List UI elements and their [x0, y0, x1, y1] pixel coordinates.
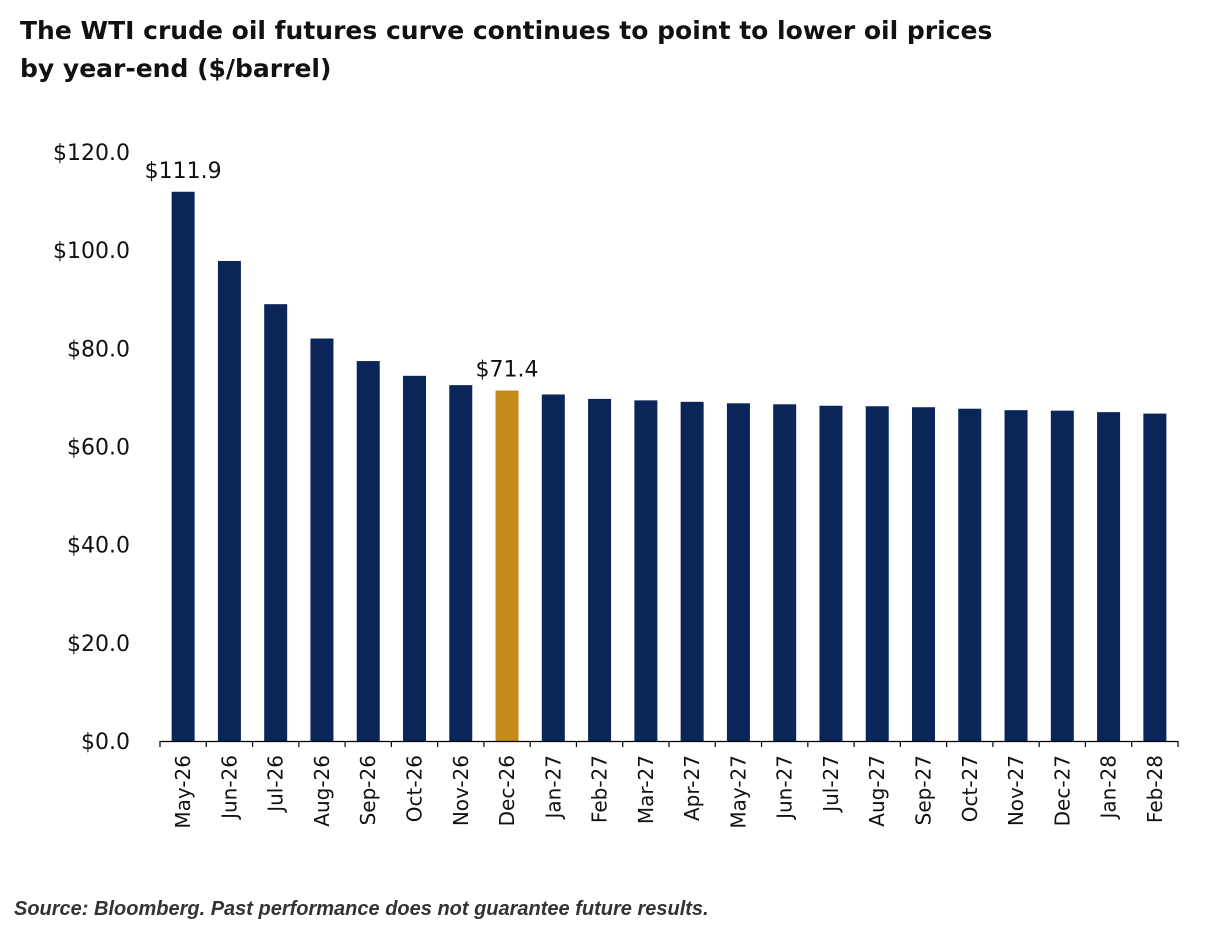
x-tick-label: Jan-28 [1097, 755, 1121, 821]
x-tick-label: Mar-27 [634, 755, 658, 824]
x-tick-label: Oct-26 [403, 755, 427, 822]
bar-may-26 [171, 191, 195, 741]
bar-aug-27 [865, 406, 889, 741]
bar-aug-26 [310, 338, 334, 741]
x-tick-label: Nov-26 [449, 755, 473, 826]
x-tick-label: Dec-27 [1050, 755, 1074, 826]
data-label: $71.4 [476, 358, 539, 383]
x-tick-label: Jun-26 [217, 755, 241, 821]
bar-dec-26 [495, 390, 519, 741]
bar-jun-27 [773, 404, 797, 741]
labels-group: $0.0 $20.0 $40.0 $60.0 $80.0 $100.0 $120.0 May-… [53, 141, 1167, 829]
x-tick-label: May-26 [171, 755, 195, 829]
y-tick-label: $80.0 [67, 337, 130, 362]
chart-title: The WTI crude oil futures curve continue… [20, 16, 993, 83]
x-tick-label: Jul-27 [819, 755, 843, 814]
bar-mar-27 [634, 400, 658, 741]
bar-feb-27 [588, 398, 612, 741]
y-tick-label: $0.0 [81, 730, 130, 755]
data-label: $111.9 [145, 159, 222, 184]
x-tick-label: Jan-27 [541, 755, 565, 821]
source-note: Source: Bloomberg. Past performance does… [14, 898, 709, 920]
x-tick-label: Sep-26 [356, 755, 380, 825]
x-tick-label: Sep-27 [912, 755, 936, 825]
bar-jul-26 [264, 304, 288, 741]
bar-nov-27 [1004, 410, 1028, 741]
x-tick-label: Nov-27 [1004, 755, 1028, 826]
bar-may-27 [726, 403, 750, 741]
bar-jan-28 [1097, 412, 1121, 741]
x-tick-label: Jun-27 [773, 755, 797, 821]
axes-group [159, 740, 1179, 747]
y-tick-label: $100.0 [53, 239, 130, 264]
bar-sep-27 [912, 407, 935, 741]
x-tick-label: Feb-27 [588, 755, 612, 823]
bar-feb-28 [1143, 413, 1167, 741]
x-tick-label: Jul-26 [264, 755, 288, 814]
bar-jul-27 [819, 405, 843, 741]
x-tick-label: Oct-27 [958, 755, 982, 822]
bar-jun-26 [217, 260, 241, 741]
x-tick-label: Aug-26 [310, 755, 334, 827]
bar-sep-26 [356, 361, 380, 741]
y-tick-label: $20.0 [67, 632, 130, 657]
y-tick-label: $60.0 [67, 436, 130, 461]
bar-jan-27 [541, 394, 565, 741]
bars-group [171, 191, 1167, 741]
y-tick-label: $40.0 [67, 534, 130, 559]
x-tick-label: Dec-26 [495, 755, 519, 826]
x-tick-label: Feb-28 [1143, 755, 1167, 823]
x-tick-label: Apr-27 [680, 755, 704, 821]
x-tick-label: May-27 [726, 755, 750, 829]
bar-dec-27 [1050, 410, 1074, 741]
bar-oct-27 [958, 408, 982, 741]
bar-nov-26 [449, 385, 473, 741]
bar-oct-26 [403, 375, 426, 741]
x-tick-label: Aug-27 [865, 755, 889, 827]
bar-apr-27 [680, 401, 704, 741]
y-tick-label: $120.0 [53, 141, 130, 166]
